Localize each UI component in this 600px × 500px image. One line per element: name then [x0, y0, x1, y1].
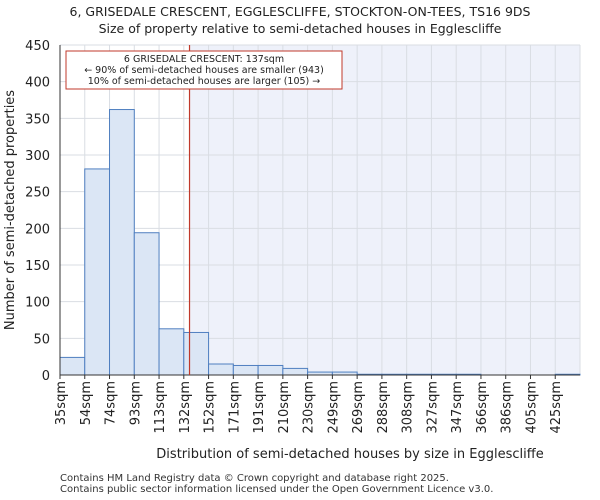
x-tick-label: 93sqm	[128, 381, 143, 425]
y-tick-label: 50	[33, 332, 50, 347]
y-tick-label: 0	[42, 369, 50, 384]
bar	[84, 168, 111, 376]
x-tick-label: 386sqm	[500, 381, 515, 434]
bar	[232, 364, 259, 376]
x-tick-label: 113sqm	[153, 381, 168, 434]
y-tick-label: 350	[25, 112, 50, 127]
x-tick-label: 269sqm	[351, 381, 366, 434]
x-tick-label: 327sqm	[425, 381, 440, 434]
bar	[59, 356, 86, 376]
y-tick-label: 400	[25, 76, 50, 91]
annotation-line-2: ← 90% of semi-detached houses are smalle…	[84, 65, 324, 76]
x-axis-title: Distribution of semi-detached houses by …	[156, 447, 543, 462]
y-tick-label: 450	[25, 39, 50, 54]
annotation-line-3: 10% of semi-detached houses are larger (…	[88, 76, 321, 87]
x-tick-label: 425sqm	[549, 381, 564, 434]
footer-copyright: Contains HM Land Registry data © Crown c…	[60, 473, 449, 484]
x-tick-label: 347sqm	[450, 381, 465, 434]
x-tick-label: 191sqm	[252, 381, 267, 434]
bar	[183, 331, 210, 376]
y-tick-label: 250	[25, 186, 50, 201]
plot-background-right	[189, 45, 580, 375]
x-tick-label: 152sqm	[203, 381, 218, 434]
annotation-line-1: 6 GRISEDALE CRESCENT: 137sqm	[124, 54, 284, 65]
bar	[257, 364, 284, 376]
footer-licence: Contains public sector information licen…	[60, 484, 494, 495]
x-tick-label: 35sqm	[54, 381, 69, 425]
x-tick-label: 288sqm	[376, 381, 391, 434]
chart-title: 6, GRISEDALE CRESCENT, EGGLESCLIFFE, STO…	[69, 4, 531, 19]
bar-chart: 0 50 100 150 200 250 300 350 400 450 35sqm 54sqm 74s…	[3, 39, 581, 462]
bar	[109, 109, 135, 376]
x-tick-label: 171sqm	[227, 381, 242, 434]
x-tick-label: 308sqm	[401, 381, 416, 434]
x-tick-label: 74sqm	[104, 381, 119, 425]
x-tick-label: 132sqm	[178, 381, 193, 434]
y-tick-label: 150	[25, 259, 50, 274]
y-axis-title: Number of semi-detached properties	[3, 90, 18, 330]
annotation-box	[65, 50, 343, 90]
y-tick-label: 300	[25, 149, 50, 164]
bar	[133, 232, 160, 376]
x-tick-label: 366sqm	[475, 381, 490, 434]
chart-subtitle: Size of property relative to semi-detach…	[98, 21, 502, 36]
bar	[282, 367, 309, 376]
bar	[158, 328, 185, 376]
x-tick-label: 230sqm	[302, 381, 317, 434]
bar	[208, 363, 234, 376]
x-tick-label: 249sqm	[326, 381, 341, 434]
y-tick-label: 100	[25, 296, 50, 311]
y-tick-label: 200	[25, 222, 50, 237]
x-tick-label: 405sqm	[524, 381, 539, 434]
x-tick-label: 54sqm	[79, 381, 94, 425]
x-tick-label: 210sqm	[277, 381, 292, 434]
